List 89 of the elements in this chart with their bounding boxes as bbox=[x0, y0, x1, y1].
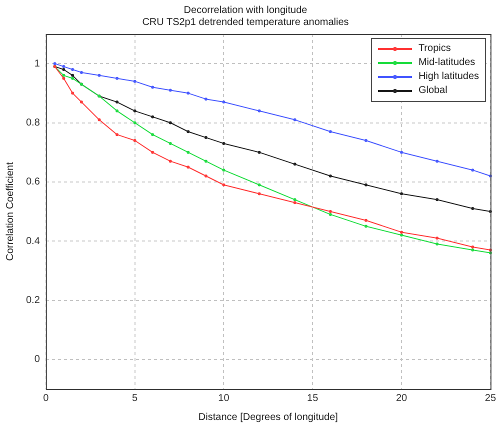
point bbox=[168, 142, 172, 145]
point bbox=[186, 92, 190, 95]
x-tick-label: 20 bbox=[396, 392, 408, 404]
point bbox=[471, 248, 474, 252]
point bbox=[71, 68, 74, 71]
x-tick-label: 5 bbox=[132, 392, 138, 404]
point bbox=[400, 150, 404, 154]
point bbox=[186, 150, 190, 154]
point bbox=[436, 198, 439, 202]
point bbox=[98, 74, 101, 77]
point bbox=[293, 118, 296, 122]
point bbox=[62, 76, 66, 80]
legend-label: Tropics bbox=[418, 42, 451, 56]
point bbox=[222, 100, 226, 104]
point bbox=[133, 80, 136, 83]
point bbox=[471, 246, 474, 248]
point bbox=[436, 242, 439, 246]
y-axis-title: Correlation Coefficient bbox=[4, 162, 16, 261]
point bbox=[151, 86, 154, 89]
point bbox=[71, 74, 74, 77]
point bbox=[258, 183, 261, 186]
point bbox=[204, 174, 208, 178]
point bbox=[436, 236, 439, 240]
point bbox=[293, 201, 296, 204]
point bbox=[116, 133, 119, 136]
point bbox=[328, 174, 332, 178]
point bbox=[186, 130, 190, 134]
point bbox=[258, 109, 261, 112]
point bbox=[471, 207, 474, 210]
point bbox=[80, 70, 83, 74]
point bbox=[204, 160, 208, 163]
legend-label: Global bbox=[418, 84, 448, 98]
point bbox=[53, 62, 56, 66]
point bbox=[168, 121, 172, 124]
point bbox=[62, 68, 66, 71]
point bbox=[80, 100, 83, 104]
point bbox=[133, 121, 136, 124]
point bbox=[168, 88, 172, 92]
point bbox=[151, 150, 154, 154]
x-tick-label: 0 bbox=[43, 392, 50, 404]
point bbox=[364, 183, 368, 186]
point bbox=[293, 198, 296, 202]
point bbox=[328, 212, 332, 216]
point bbox=[364, 224, 368, 228]
point bbox=[364, 139, 368, 142]
y-tick-label: 1 bbox=[34, 58, 40, 70]
point bbox=[400, 192, 404, 196]
point bbox=[116, 109, 119, 112]
point bbox=[222, 183, 226, 186]
chart-title: Decorrelation with longitude bbox=[184, 4, 308, 16]
point bbox=[222, 168, 226, 172]
point bbox=[258, 192, 261, 196]
point bbox=[71, 76, 74, 80]
x-tick-label: 25 bbox=[484, 392, 496, 404]
y-tick-label: 0.2 bbox=[26, 295, 40, 306]
point bbox=[258, 150, 261, 154]
point bbox=[133, 139, 136, 142]
y-tick-label: 0.4 bbox=[26, 236, 40, 247]
y-tick-label: 0.8 bbox=[26, 118, 40, 128]
point bbox=[436, 160, 439, 163]
point bbox=[364, 218, 368, 222]
point bbox=[400, 234, 404, 237]
point bbox=[151, 115, 154, 118]
y-tick-label: 0 bbox=[34, 354, 40, 366]
point bbox=[186, 166, 190, 169]
point bbox=[471, 168, 474, 172]
point bbox=[293, 162, 296, 166]
point bbox=[98, 118, 101, 122]
point bbox=[204, 136, 208, 140]
point bbox=[116, 100, 119, 104]
y-tick-label: 0.6 bbox=[26, 176, 40, 188]
point bbox=[328, 130, 332, 134]
legend-label: High latitudes bbox=[418, 70, 480, 84]
point bbox=[62, 74, 66, 77]
legend-label: Mid-latitudes bbox=[418, 56, 476, 70]
point bbox=[222, 142, 226, 145]
point bbox=[151, 133, 154, 136]
point bbox=[62, 65, 66, 68]
point bbox=[168, 160, 172, 163]
point bbox=[116, 76, 119, 80]
point bbox=[400, 230, 404, 234]
point bbox=[204, 98, 208, 101]
x-axis-title: Distance [Degrees of longitude] bbox=[198, 412, 338, 423]
point bbox=[133, 109, 136, 112]
point bbox=[328, 210, 332, 213]
chart-subtitle: CRU TS2p1 detrended temperature anomalies bbox=[142, 16, 349, 28]
x-tick-label: 15 bbox=[307, 392, 319, 404]
point bbox=[71, 92, 74, 95]
x-tick-label: 10 bbox=[218, 392, 230, 404]
